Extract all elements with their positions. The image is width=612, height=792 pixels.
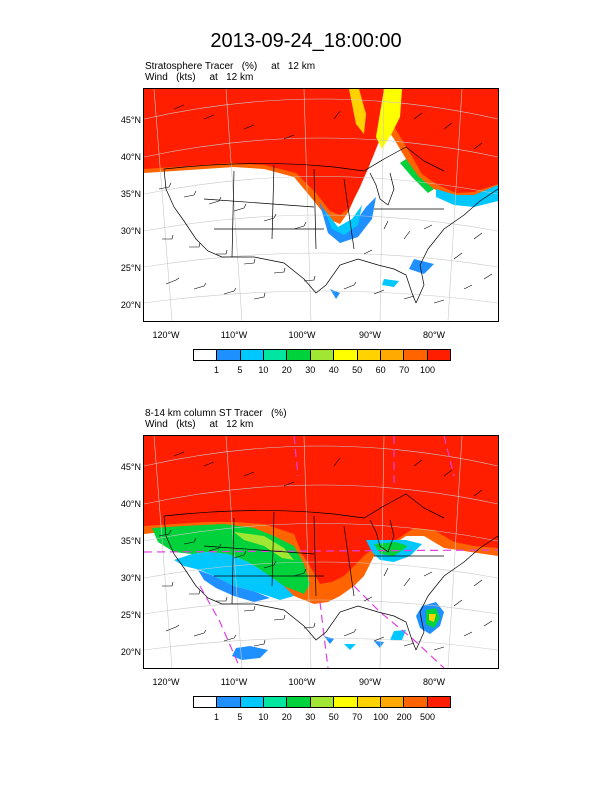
colorbar-box xyxy=(240,697,265,707)
colorbar-box xyxy=(357,697,381,707)
panel2-lat-label: 20°N xyxy=(120,647,141,657)
panel1-lat-label: 30°N xyxy=(120,226,141,236)
panel2-boundaries xyxy=(163,493,498,651)
colorbar-tick-label: 70 xyxy=(352,712,363,722)
colorbar-box xyxy=(217,697,241,707)
colorbar-box xyxy=(264,350,288,360)
colorbar-box xyxy=(310,350,335,360)
colorbar-box xyxy=(264,697,288,707)
panel2-lat-label: 40°N xyxy=(120,499,141,509)
colorbar-box xyxy=(217,350,241,360)
colorbar-tick-label: 40 xyxy=(328,365,339,375)
colorbar-box xyxy=(334,697,358,707)
panel2-lon-label: 110°W xyxy=(220,677,248,687)
colorbar-box xyxy=(404,697,428,707)
panel2-subtitle-line1: 8-14 km column ST Tracer (%) xyxy=(145,408,287,419)
panel1-lon-label: 80°W xyxy=(422,330,446,340)
panel1-lat-label: 45°N xyxy=(120,115,141,125)
colorbar-box xyxy=(334,350,358,360)
colorbar-box xyxy=(427,350,450,360)
colorbar-tick-label: 500 xyxy=(420,712,436,722)
panel2-lat-label: 25°N xyxy=(120,610,141,620)
colorbar-box xyxy=(380,697,405,707)
panel1-graticule xyxy=(144,89,498,321)
panel1-subtitle-line2: Wind (kts) at 12 km xyxy=(145,72,254,83)
colorbar-box xyxy=(404,350,428,360)
panel2-lon-label: 120°W xyxy=(152,677,180,687)
colorbar-tick-label: 1 xyxy=(213,712,219,722)
panel1-lon-label: 100°W xyxy=(288,330,316,340)
panel1-lat-label: 25°N xyxy=(120,263,141,273)
colorbar-tick-label: 5 xyxy=(237,365,243,375)
colorbar-tick-label: 200 xyxy=(396,712,412,722)
panel2-lon-label: 100°W xyxy=(288,677,316,687)
panel2-lat-label: 30°N xyxy=(120,573,141,583)
colorbar-box xyxy=(427,697,450,707)
panel2-colorbar xyxy=(193,696,451,708)
panel1-boundaries xyxy=(163,146,498,304)
colorbar-tick-label: 5 xyxy=(237,712,243,722)
panel2-subtitle-line2: Wind (kts) at 12 km xyxy=(145,419,254,430)
colorbar-box xyxy=(287,350,311,360)
colorbar-box xyxy=(194,350,218,360)
colorbar-tick-label: 30 xyxy=(305,712,316,722)
panel2-graticule xyxy=(144,436,498,668)
colorbar-tick-label: 20 xyxy=(281,365,292,375)
panel1-wind-barbs xyxy=(158,104,493,304)
colorbar-tick-label: 100 xyxy=(420,365,436,375)
page-title: 2013-09-24_18:00:00 xyxy=(210,30,402,52)
panel2-dashed-lines xyxy=(144,436,498,668)
colorbar-tick-label: 60 xyxy=(375,365,386,375)
panel1-lat-label: 35°N xyxy=(120,189,141,199)
panel2-lon-label: 90°W xyxy=(358,677,382,687)
colorbar-tick-label: 20 xyxy=(281,712,292,722)
colorbar-tick-label: 30 xyxy=(305,365,316,375)
panel1-subtitle-line1: Stratosphere Tracer (%) at 12 km xyxy=(145,61,316,72)
panel1-lon-label: 90°W xyxy=(358,330,382,340)
colorbar-tick-label: 50 xyxy=(352,365,363,375)
colorbar-tick-label: 70 xyxy=(399,365,410,375)
panel1-lat-label: 40°N xyxy=(120,152,141,162)
panel2-map xyxy=(143,435,499,669)
panel2-lon-label: 80°W xyxy=(422,677,446,687)
colorbar-tick-label: 100 xyxy=(373,712,389,722)
colorbar-box xyxy=(240,350,265,360)
panel2-tracer-field xyxy=(144,436,498,660)
colorbar-box xyxy=(194,697,218,707)
panel1-lon-label: 120°W xyxy=(152,330,180,340)
panel2-lat-label: 45°N xyxy=(120,462,141,472)
colorbar-tick-label: 1 xyxy=(213,365,219,375)
panel1-lon-label: 110°W xyxy=(220,330,248,340)
colorbar-box xyxy=(310,697,335,707)
panel1-map xyxy=(143,88,499,322)
panel1-colorbar xyxy=(193,349,451,361)
panel1-lat-label: 20°N xyxy=(120,300,141,310)
panel2-lat-label: 35°N xyxy=(120,536,141,546)
colorbar-tick-label: 10 xyxy=(258,365,269,375)
colorbar-box xyxy=(380,350,405,360)
panel2-wind-barbs xyxy=(158,451,493,651)
colorbar-tick-label: 10 xyxy=(258,712,269,722)
colorbar-tick-label: 50 xyxy=(328,712,339,722)
panel1-tracer-field xyxy=(144,89,498,299)
colorbar-box xyxy=(287,697,311,707)
colorbar-box xyxy=(357,350,381,360)
